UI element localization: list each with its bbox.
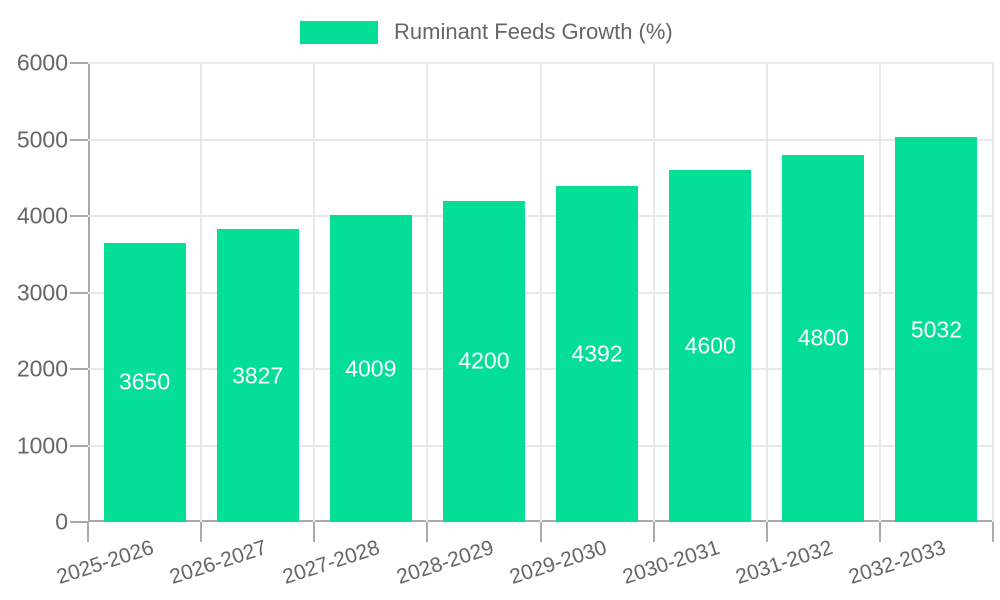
y-axis-tick	[70, 138, 88, 141]
bar[interactable]	[669, 170, 752, 522]
x-tick-label: 2026-2027	[167, 536, 270, 589]
x-tick-label: 2025-2026	[54, 536, 157, 589]
bar-value-label: 3827	[232, 362, 284, 389]
bar[interactable]	[103, 242, 186, 522]
x-tick-label: 2027-2028	[280, 536, 383, 589]
gridline-x	[992, 63, 994, 522]
y-tick-label: 5000	[16, 126, 68, 152]
x-axis-tick	[765, 522, 768, 542]
gridline-x	[539, 63, 542, 522]
x-axis-tick	[87, 522, 89, 542]
y-tick-label: 1000	[16, 432, 68, 458]
gridline-x	[313, 63, 316, 522]
y-tick-label: 4000	[16, 202, 68, 229]
bar-value-label: 4009	[345, 355, 397, 382]
legend-item[interactable]: Ruminant Feeds Growth (%)	[300, 20, 673, 44]
x-axis-tick	[200, 522, 203, 542]
x-tick-label: 2030-2031	[619, 536, 723, 589]
x-tick-label: 2029-2030	[506, 536, 610, 589]
y-tick-label: 6000	[16, 49, 68, 76]
y-axis-tick	[70, 444, 88, 447]
y-tick-label: 2000	[16, 355, 68, 382]
y-tick-label: 0	[55, 508, 68, 535]
x-axis-tick	[878, 522, 881, 542]
x-tick-label: 2031-2032	[732, 536, 836, 589]
gridline-x	[200, 63, 203, 522]
x-tick-label: 2028-2029	[393, 536, 497, 589]
x-axis-tick	[313, 522, 316, 542]
y-tick-label: 3000	[16, 279, 68, 305]
bar-value-label: 5032	[910, 316, 963, 343]
x-axis-tick	[539, 522, 542, 542]
bar[interactable]	[329, 215, 412, 522]
bar[interactable]	[556, 186, 639, 522]
bar[interactable]	[782, 154, 865, 522]
legend-swatch	[300, 20, 378, 44]
bar-value-label: 4200	[458, 347, 510, 374]
x-axis-tick	[652, 522, 655, 542]
x-tick-label: 2032-2033	[845, 536, 949, 589]
legend-label: Ruminant Feeds Growth (%)	[394, 19, 673, 44]
bar-value-label: 4600	[684, 332, 736, 359]
bar-value-label: 4392	[571, 340, 623, 367]
gridline-x	[426, 63, 429, 522]
bar-value-label: 4800	[797, 324, 849, 351]
bar[interactable]	[216, 229, 299, 522]
bar[interactable]	[442, 200, 525, 522]
bar[interactable]	[895, 137, 978, 522]
gridline-x	[652, 63, 655, 522]
x-axis-tick	[992, 522, 994, 542]
y-axis-tick	[70, 368, 88, 370]
x-axis-tick	[426, 522, 429, 542]
y-axis-tick	[70, 521, 88, 523]
y-axis-tick	[70, 62, 88, 64]
gridline-x	[878, 63, 881, 522]
bar-value-label: 3650	[118, 368, 171, 395]
y-axis-tick	[70, 215, 88, 217]
y-axis-tick	[70, 291, 88, 294]
gridline-x	[765, 63, 768, 522]
